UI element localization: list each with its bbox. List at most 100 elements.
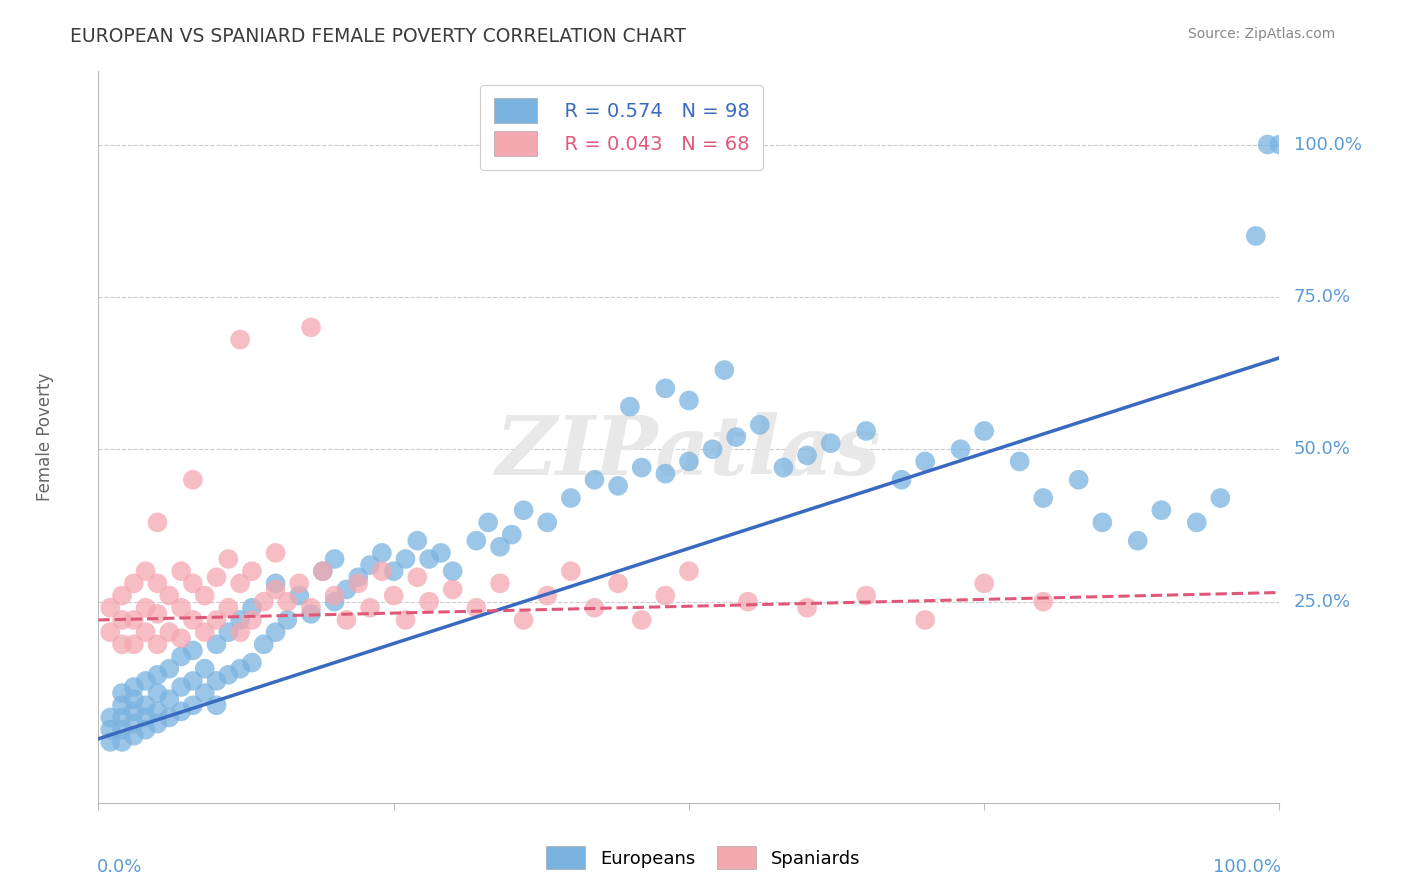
Point (170, 705, 193, 719)
Point (465, 533, 488, 548)
Point (678, 393, 700, 408)
Point (111, 735, 134, 749)
Point (229, 333, 252, 347)
Point (914, 454, 936, 468)
Point (194, 686, 217, 700)
Point (229, 613, 252, 627)
Point (229, 576, 252, 591)
Point (394, 613, 416, 627)
Point (607, 576, 630, 591)
Point (205, 637, 228, 651)
Point (441, 564, 464, 578)
Point (713, 363, 735, 377)
Point (536, 589, 558, 603)
Point (335, 613, 357, 627)
Point (335, 582, 357, 597)
Point (146, 667, 169, 681)
Point (1008, 454, 1031, 468)
Text: 0.0%: 0.0% (97, 858, 142, 876)
Point (135, 564, 157, 578)
Point (181, 613, 204, 627)
Point (122, 692, 145, 706)
Point (157, 625, 180, 640)
Point (619, 400, 641, 414)
Point (323, 589, 346, 603)
Point (1032, 594, 1054, 608)
Point (146, 637, 169, 651)
Point (253, 637, 276, 651)
Point (359, 600, 381, 615)
Point (1244, 229, 1267, 244)
Point (630, 460, 652, 475)
Point (146, 516, 169, 530)
Legend:   R = 0.574   N = 98,   R = 0.043   N = 68: R = 0.574 N = 98, R = 0.043 N = 68 (481, 85, 763, 169)
Text: 75.0%: 75.0% (1294, 288, 1351, 306)
Point (796, 600, 818, 615)
Point (748, 417, 770, 432)
Point (135, 698, 157, 713)
Point (276, 594, 298, 608)
Point (1257, 137, 1279, 152)
Point (1268, 137, 1291, 152)
Point (406, 570, 429, 584)
Point (312, 564, 335, 578)
Point (146, 705, 169, 719)
Point (98, 710, 121, 724)
Point (205, 673, 228, 688)
Point (371, 564, 394, 578)
Point (135, 710, 157, 724)
Point (359, 558, 381, 573)
Point (98, 735, 121, 749)
Point (299, 607, 322, 621)
Point (194, 625, 217, 640)
Point (1209, 491, 1232, 505)
Point (146, 607, 169, 621)
Point (194, 662, 217, 676)
Legend: Europeans, Spaniards: Europeans, Spaniards (537, 838, 869, 879)
Point (702, 442, 724, 457)
Text: Source: ZipAtlas.com: Source: ZipAtlas.com (1188, 27, 1336, 41)
Point (135, 673, 157, 688)
Point (371, 546, 394, 560)
Point (146, 686, 169, 700)
Point (146, 576, 169, 591)
Point (678, 564, 700, 578)
Point (1126, 533, 1149, 548)
Point (240, 656, 263, 670)
Point (477, 516, 499, 530)
Point (1032, 491, 1054, 505)
Point (820, 436, 842, 450)
Point (264, 546, 287, 560)
Point (170, 680, 193, 694)
Point (240, 564, 263, 578)
Point (217, 667, 239, 681)
Point (111, 637, 134, 651)
Point (382, 564, 405, 578)
Point (299, 600, 322, 615)
Point (181, 576, 204, 591)
Point (157, 710, 180, 724)
Point (583, 600, 606, 615)
Point (430, 546, 453, 560)
Point (98, 723, 121, 737)
Point (229, 625, 252, 640)
Point (240, 613, 263, 627)
Point (122, 576, 145, 591)
Point (181, 473, 204, 487)
Point (678, 454, 700, 468)
Point (583, 473, 606, 487)
Point (772, 460, 794, 475)
Point (170, 600, 193, 615)
Point (347, 570, 370, 584)
Point (122, 716, 145, 731)
Point (536, 516, 558, 530)
Point (111, 589, 134, 603)
Point (122, 729, 145, 743)
Point (560, 491, 582, 505)
Point (654, 381, 676, 395)
Point (111, 698, 134, 713)
Point (157, 589, 180, 603)
Point (288, 576, 311, 591)
Point (157, 662, 180, 676)
Point (217, 600, 239, 615)
